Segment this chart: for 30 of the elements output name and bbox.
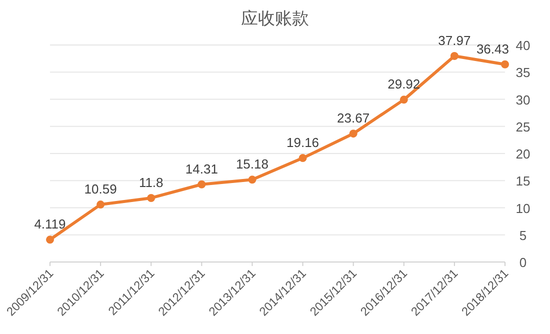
y-tick-label: 35 [516, 65, 530, 80]
point [147, 194, 156, 202]
point [450, 52, 458, 60]
y-tick-label: 5 [519, 228, 527, 243]
data-label: 36.43 [476, 41, 509, 56]
point [248, 176, 256, 184]
point [501, 60, 509, 68]
data-label: 29.92 [388, 76, 420, 92]
y-tick-label: 10 [516, 200, 530, 216]
data-label: 23.67 [337, 110, 370, 126]
y-tick-label: 30 [516, 92, 530, 108]
y-tick-label: 20 [516, 146, 530, 162]
point [298, 154, 307, 162]
y-tick-label: 40 [516, 38, 530, 53]
data-label: 15.18 [236, 156, 268, 172]
y-tick-label: 15 [516, 174, 530, 189]
data-label: 11.8 [138, 174, 164, 190]
point [198, 180, 206, 188]
data-label: 19.16 [286, 135, 320, 150]
point [400, 96, 408, 104]
y-tick-label: 25 [516, 119, 530, 134]
point [96, 200, 105, 209]
point [349, 130, 358, 138]
data-label: 37.97 [438, 33, 471, 48]
y-tick-label: 0 [519, 255, 527, 270]
data-label: 4.119 [34, 216, 66, 232]
data-label: 10.59 [84, 182, 117, 197]
point [46, 236, 54, 244]
data-label: 14.31 [185, 161, 218, 176]
chart-title: 应收账款 [241, 9, 309, 28]
